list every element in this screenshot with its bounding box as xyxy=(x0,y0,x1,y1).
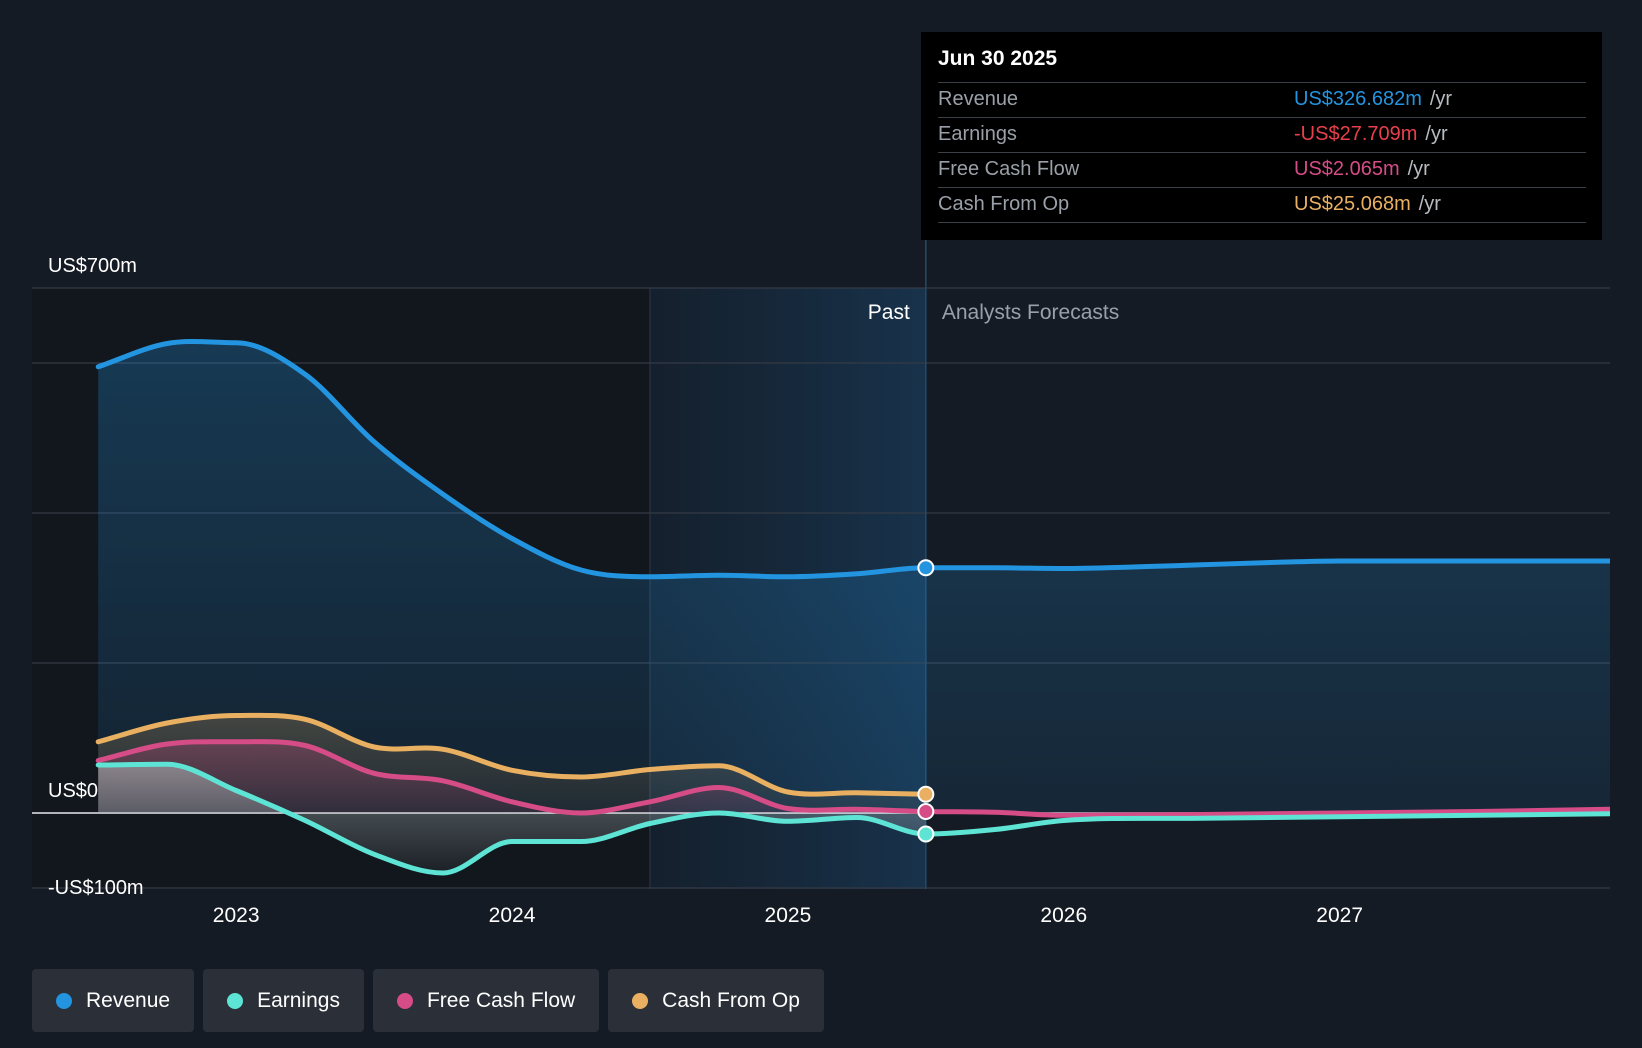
x-tick-label: 2027 xyxy=(1316,904,1363,927)
legend-item-free-cash-flow[interactable]: Free Cash Flow xyxy=(372,969,600,1032)
x-tick-label: 2025 xyxy=(765,904,812,927)
tooltip-value: US$326.682m xyxy=(1294,88,1422,110)
tooltip-row-revenue: Revenue US$326.682m /yr xyxy=(938,82,1586,117)
line-free-cash-flow xyxy=(95,739,1610,818)
marker-free-cash-flow xyxy=(917,803,935,820)
tooltip-value: US$25.068m xyxy=(1294,193,1411,215)
x-tick-label: 2023 xyxy=(213,904,260,927)
marker-earnings xyxy=(917,825,935,843)
tooltip-label: Revenue xyxy=(938,88,1019,110)
tooltip: Jun 30 2025 Revenue US$326.682m /yr Earn… xyxy=(921,32,1602,240)
legend-label: Cash From Op xyxy=(662,988,800,1012)
tooltip-unit: /yr xyxy=(1418,193,1441,215)
x-tick-label: 2026 xyxy=(1040,904,1087,927)
x-tick-label: 2024 xyxy=(489,904,536,927)
legend-label: Earnings xyxy=(257,988,340,1012)
legend-dot-icon xyxy=(227,992,244,1009)
area-free-cash-flow xyxy=(98,741,926,813)
legend-dot-icon xyxy=(56,992,72,1009)
marker-cash-from-op xyxy=(917,785,935,803)
legend-label: Free Cash Flow xyxy=(426,988,576,1012)
legend-label: Revenue xyxy=(86,988,171,1012)
legend-item-cash-from-op[interactable]: Cash From Op xyxy=(608,969,824,1032)
tooltip-label: Earnings xyxy=(938,123,1017,145)
tooltip-unit: /yr xyxy=(1407,158,1430,180)
tooltip-label: Free Cash Flow xyxy=(938,158,1080,180)
area-earnings xyxy=(98,764,926,873)
tooltip-label: Cash From Op xyxy=(938,193,1070,215)
tooltip-row-cash-from-op: Cash From Op US$25.068m /yr xyxy=(938,187,1586,223)
line-cash-from-op xyxy=(95,712,929,797)
tooltip-row-earnings: Earnings -US$27.709m /yr xyxy=(938,117,1586,152)
past-label: Past xyxy=(868,301,910,324)
legend: Revenue Earnings Free Cash Flow Cash Fro… xyxy=(32,969,824,1032)
legend-item-earnings[interactable]: Earnings xyxy=(203,969,364,1032)
y-tick-label: US$700m xyxy=(48,255,137,277)
tooltip-date: Jun 30 2025 xyxy=(938,47,1058,70)
forecast-label: Analysts Forecasts xyxy=(942,301,1119,324)
tooltip-row-free-cash-flow: Free Cash Flow US$2.065m /yr xyxy=(938,152,1586,187)
marker-revenue xyxy=(917,559,935,577)
tooltip-value: -US$27.709m xyxy=(1294,123,1418,145)
area-revenue xyxy=(98,341,1610,813)
tooltip-unit: /yr xyxy=(1425,123,1448,145)
y-tick-label: -US$100m xyxy=(48,877,144,899)
legend-item-revenue[interactable]: Revenue xyxy=(32,969,195,1032)
legend-dot-icon xyxy=(396,992,413,1009)
y-tick-label: US$0 xyxy=(48,780,98,802)
line-earnings xyxy=(95,761,1610,876)
tooltip-unit: /yr xyxy=(1429,88,1453,110)
tooltip-value: US$2.065m xyxy=(1294,158,1400,180)
legend-dot-icon xyxy=(632,992,649,1009)
line-revenue xyxy=(95,339,1610,580)
